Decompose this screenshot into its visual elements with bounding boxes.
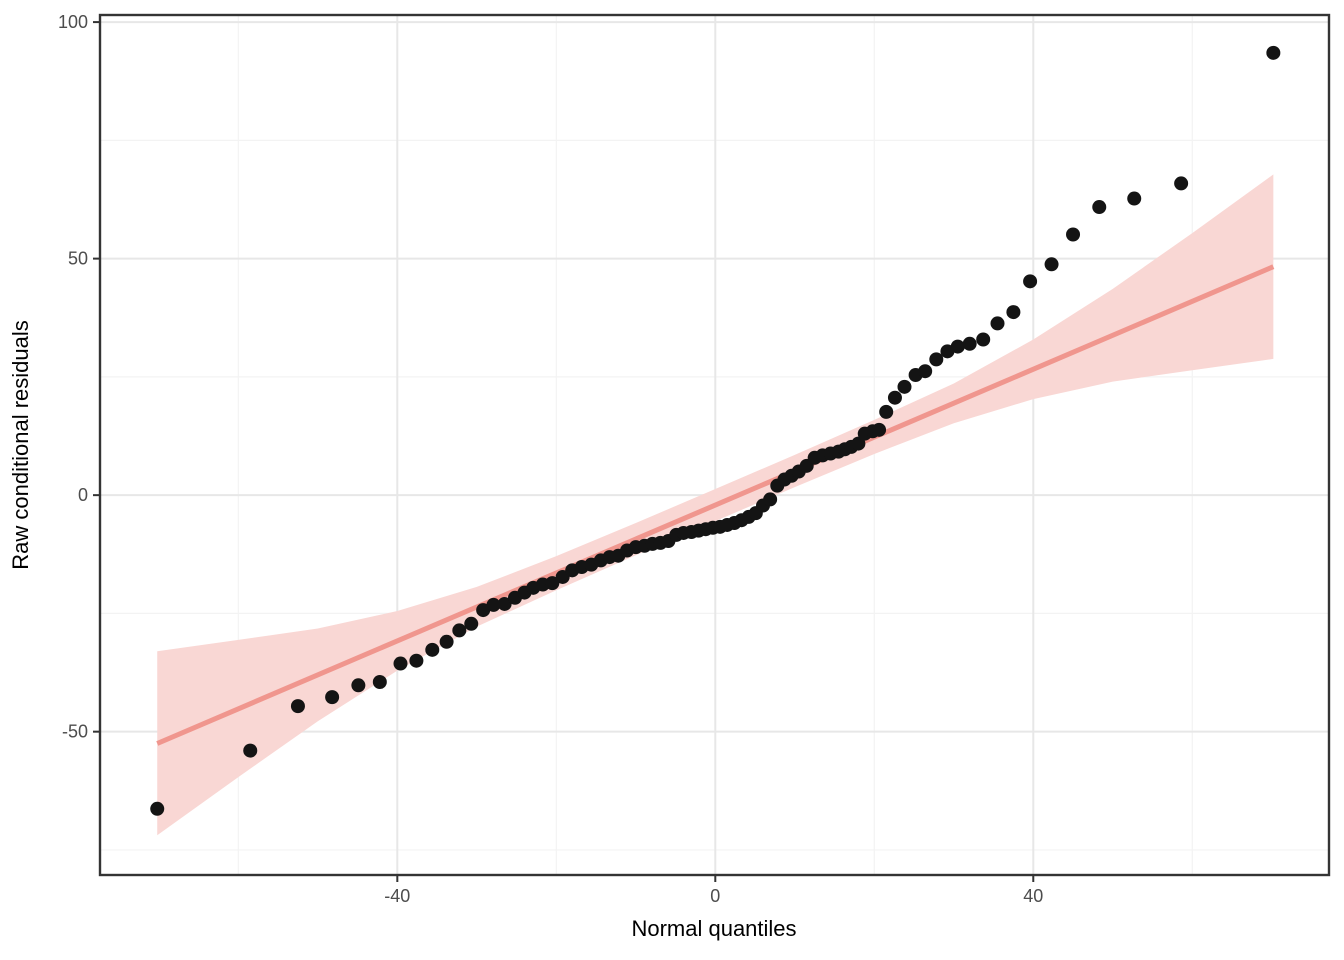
data-point	[497, 596, 512, 611]
data-point	[290, 699, 305, 714]
data-point	[887, 390, 902, 405]
data-point	[897, 379, 912, 394]
data-point	[763, 492, 778, 507]
data-point	[1066, 227, 1081, 242]
data-point	[476, 603, 491, 618]
data-point	[1006, 305, 1021, 320]
data-point	[1127, 191, 1142, 206]
data-point	[545, 576, 560, 591]
data-point	[452, 623, 467, 638]
data-point	[929, 352, 944, 367]
regression-line	[156, 264, 1275, 746]
x-tick-label: 0	[710, 886, 720, 906]
data-point	[879, 404, 894, 419]
x-tick-label: -40	[384, 886, 410, 906]
data-point	[486, 597, 501, 612]
data-point	[150, 801, 165, 816]
y-tick-label: 50	[68, 249, 88, 269]
data-point	[372, 674, 387, 689]
data-point	[872, 422, 887, 437]
data-point	[409, 653, 424, 668]
data-point	[950, 339, 965, 354]
data-point	[1023, 274, 1038, 289]
data-point	[325, 690, 340, 705]
y-tick-label: 100	[58, 12, 88, 32]
data-point	[464, 616, 479, 631]
data-point	[962, 336, 977, 351]
data-point	[1174, 176, 1189, 191]
data-point	[976, 332, 991, 347]
y-tick-label: 0	[78, 485, 88, 505]
data-point	[243, 743, 258, 758]
data-point	[990, 316, 1005, 331]
data-point	[351, 678, 366, 693]
data-point	[439, 634, 454, 649]
x-axis-title: Normal quantiles	[631, 916, 797, 941]
data-point	[425, 642, 440, 657]
data-point	[393, 656, 408, 671]
data-point	[1092, 200, 1107, 215]
y-tick-label: -50	[62, 722, 88, 742]
data-point	[1266, 45, 1281, 60]
data-point	[918, 364, 933, 379]
data-point	[851, 436, 866, 451]
y-axis-title: Raw conditional residuals	[8, 320, 33, 570]
x-tick-label: 40	[1023, 886, 1043, 906]
data-point	[1044, 257, 1059, 272]
